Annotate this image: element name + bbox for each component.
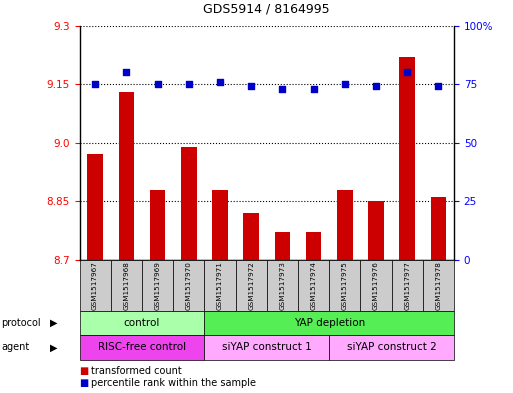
Point [372, 83, 380, 90]
Bar [368, 201, 384, 260]
Text: YAP depletion: YAP depletion [293, 318, 365, 328]
Point [278, 86, 286, 92]
Point [247, 83, 255, 90]
Text: GSM1517969: GSM1517969 [154, 261, 161, 310]
Text: GSM1517977: GSM1517977 [404, 261, 410, 310]
Text: GSM1517968: GSM1517968 [123, 261, 129, 310]
Point [435, 83, 443, 90]
Bar [212, 189, 228, 260]
Point [216, 79, 224, 85]
Text: GSM1517975: GSM1517975 [342, 261, 348, 310]
Text: GDS5914 / 8164995: GDS5914 / 8164995 [204, 3, 330, 16]
Text: GSM1517976: GSM1517976 [373, 261, 379, 310]
Text: GSM1517974: GSM1517974 [310, 261, 317, 310]
Point [153, 81, 162, 87]
Text: ▶: ▶ [50, 318, 58, 328]
Text: protocol: protocol [1, 318, 41, 328]
Bar [274, 232, 290, 260]
Point [403, 69, 411, 75]
Text: agent: agent [1, 342, 29, 353]
Text: control: control [124, 318, 160, 328]
Point [185, 81, 193, 87]
Text: GSM1517971: GSM1517971 [217, 261, 223, 310]
Bar [306, 232, 321, 260]
Text: siYAP construct 1: siYAP construct 1 [222, 342, 311, 353]
Bar [430, 197, 446, 260]
Text: GSM1517970: GSM1517970 [186, 261, 192, 310]
Bar [150, 189, 165, 260]
Point [122, 69, 130, 75]
Bar [119, 92, 134, 260]
Bar [243, 213, 259, 260]
Text: ▶: ▶ [50, 342, 58, 353]
Text: transformed count: transformed count [91, 366, 182, 376]
Bar [181, 147, 196, 260]
Text: siYAP construct 2: siYAP construct 2 [347, 342, 437, 353]
Text: ■: ■ [80, 366, 89, 376]
Text: RISC-free control: RISC-free control [98, 342, 186, 353]
Text: ■: ■ [80, 378, 89, 388]
Text: GSM1517972: GSM1517972 [248, 261, 254, 310]
Bar [87, 154, 103, 260]
Text: GSM1517967: GSM1517967 [92, 261, 98, 310]
Text: GSM1517978: GSM1517978 [436, 261, 441, 310]
Point [341, 81, 349, 87]
Text: GSM1517973: GSM1517973 [280, 261, 285, 310]
Text: percentile rank within the sample: percentile rank within the sample [91, 378, 256, 388]
Point [309, 86, 318, 92]
Point [91, 81, 99, 87]
Bar [337, 189, 352, 260]
Bar [400, 57, 415, 260]
